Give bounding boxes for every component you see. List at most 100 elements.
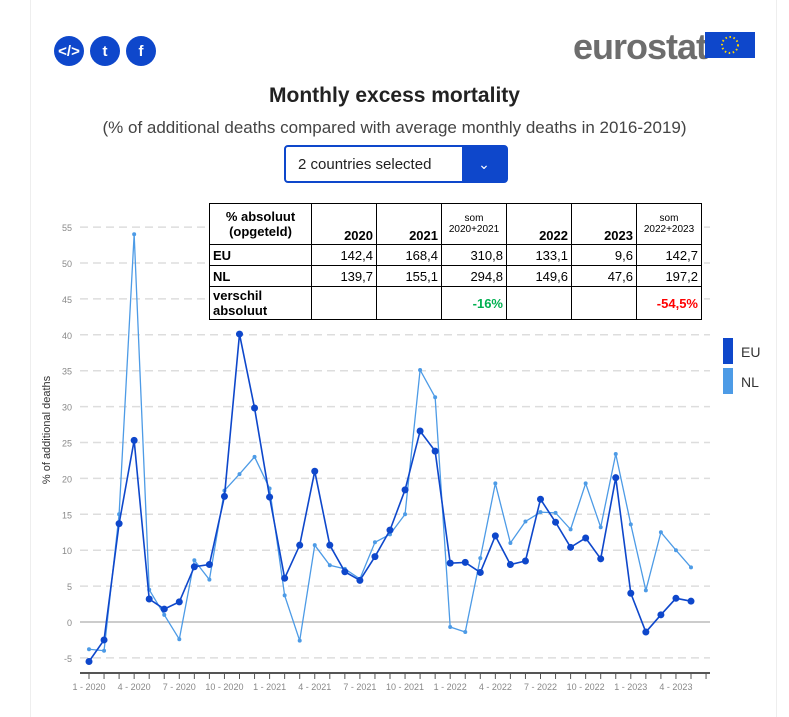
data-point-NL: [538, 510, 543, 515]
data-point-EU: [416, 427, 424, 435]
table-row: EU 142,4 168,4 310,8 133,1 9,6 142,7: [209, 244, 702, 266]
cell: 168,4: [376, 244, 442, 266]
data-point-EU: [236, 330, 243, 338]
x-tick-label: 1 - 2021: [253, 682, 286, 692]
table-row: NL 139,7 155,1 294,8 149,6 47,6 197,2: [209, 265, 702, 287]
cell: [376, 286, 442, 320]
cell: 9,6: [571, 244, 637, 266]
y-tick-label: 25: [62, 439, 72, 449]
data-point-NL: [493, 481, 498, 486]
data-point-EU: [145, 595, 153, 603]
data-point-EU: [461, 558, 469, 566]
data-point-NL: [87, 647, 91, 652]
data-point-NL: [282, 593, 287, 598]
data-point-EU: [296, 541, 304, 549]
y-tick-label: 55: [62, 223, 72, 233]
y-tick-label: -5: [64, 654, 72, 664]
cell: 133,1: [506, 244, 572, 266]
data-point-EU: [175, 598, 183, 606]
data-point-EU: [356, 576, 364, 584]
data-point-NL: [583, 481, 588, 486]
table-row: verschil absoluut -16% -54,5%: [209, 286, 702, 320]
cell: 47,6: [571, 265, 637, 287]
data-point-EU: [386, 526, 394, 534]
cell: 310,8: [441, 244, 507, 266]
data-point-EU: [582, 534, 590, 542]
table-header: 2021: [376, 203, 442, 245]
table-header: % absoluut (opgeteld): [209, 203, 312, 245]
data-point-NL: [433, 395, 438, 400]
data-point-NL: [448, 625, 453, 630]
x-tick-label: 1 - 2022: [434, 682, 467, 692]
data-point-EU: [160, 605, 168, 613]
y-tick-label: 30: [62, 403, 72, 413]
x-tick-label: 4 - 2021: [298, 682, 331, 692]
eurostat-logo: eurostat: [573, 26, 708, 67]
data-point-EU: [205, 561, 213, 569]
data-point-EU: [281, 574, 289, 582]
legend-label: NL: [741, 374, 759, 390]
data-point-EU: [491, 532, 499, 540]
chart-subtitle: (% of additional deaths compared with av…: [102, 118, 687, 137]
row-label: verschil absoluut: [209, 286, 312, 320]
data-point-NL: [372, 540, 377, 545]
facebook-icon[interactable]: f: [126, 36, 156, 66]
x-tick-label: 4 - 2020: [118, 682, 151, 692]
x-tick-label: 4 - 2022: [479, 682, 512, 692]
data-point-NL: [553, 510, 558, 515]
data-point-EU: [642, 628, 650, 636]
data-point-EU: [476, 568, 484, 576]
country-selector[interactable]: 2 countries selected ⌄: [284, 145, 508, 183]
y-tick-label: 10: [62, 546, 72, 556]
data-point-NL: [508, 541, 513, 546]
cell: 142,7: [636, 244, 702, 266]
twitter-icon[interactable]: t: [90, 36, 120, 66]
x-tick-label: 7 - 2022: [524, 682, 557, 692]
data-point-NL: [327, 563, 332, 568]
data-point-EU: [552, 518, 560, 526]
data-point-EU: [446, 559, 454, 567]
cell: [571, 286, 637, 320]
data-point-NL: [312, 543, 317, 548]
embed-icon[interactable]: </>: [54, 36, 84, 66]
y-tick-label: 5: [67, 582, 72, 592]
x-tick-label: 1 - 2023: [614, 682, 647, 692]
cell: [506, 286, 572, 320]
y-tick-label: 0: [67, 618, 72, 628]
data-point-NL: [658, 530, 663, 535]
data-point-NL: [418, 367, 423, 372]
eu-flag-icon: [705, 32, 755, 58]
data-point-NL: [297, 638, 302, 643]
table-header: 2020: [311, 203, 377, 245]
table-header-row: % absoluut (opgeteld) 2020 2021 som 2020…: [209, 203, 702, 245]
diff-cell: -54,5%: [636, 286, 702, 320]
data-point-EU: [115, 520, 123, 528]
summary-table: % absoluut (opgeteld) 2020 2021 som 2020…: [209, 203, 702, 320]
data-point-EU: [506, 561, 514, 569]
legend-swatch-NL: [723, 368, 733, 394]
x-tick-label: 1 - 2020: [72, 682, 105, 692]
chart-title: Monthly excess mortality: [269, 84, 520, 107]
data-point-EU: [537, 495, 544, 503]
data-point-NL: [132, 232, 137, 237]
data-point-EU: [341, 568, 349, 576]
data-point-NL: [207, 577, 212, 582]
data-point-NL: [162, 612, 167, 617]
diff-cell: -16%: [441, 286, 507, 320]
y-tick-label: 20: [62, 474, 72, 484]
data-point-EU: [130, 436, 138, 444]
y-tick-label: 45: [62, 295, 72, 305]
data-point-EU: [100, 636, 108, 644]
row-label: NL: [209, 265, 312, 287]
chevron-down-icon[interactable]: ⌄: [462, 147, 506, 181]
data-point-NL: [192, 558, 197, 563]
data-point-EU: [567, 543, 575, 551]
data-point-EU: [627, 589, 635, 597]
y-tick-label: 35: [62, 367, 72, 377]
row-label: EU: [209, 244, 312, 266]
table-header: 2023: [571, 203, 637, 245]
data-point-EU: [431, 447, 439, 455]
data-point-EU: [401, 486, 409, 494]
cell: [311, 286, 377, 320]
